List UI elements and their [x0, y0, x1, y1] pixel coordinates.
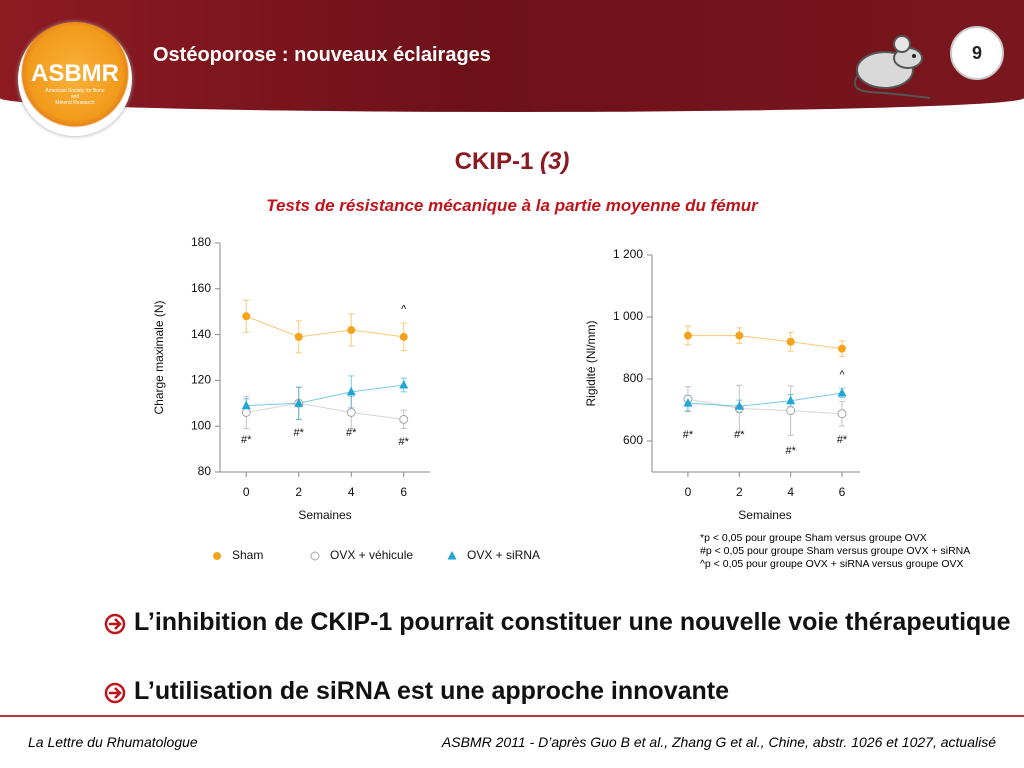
marker — [786, 406, 796, 416]
annotation: ^ — [839, 369, 845, 381]
x-tick-label: 0 — [243, 485, 250, 499]
annotation: #* — [399, 436, 410, 448]
logo-subtitle: and — [70, 94, 80, 100]
annotation: #* — [837, 434, 848, 446]
y-tick-label: 1 200 — [613, 247, 643, 261]
marker — [346, 407, 356, 417]
page-number: 9 — [950, 26, 1004, 80]
series-line — [246, 315, 404, 338]
header-band — [0, 0, 1024, 112]
logo-subtitle: American Society for Bone — [45, 88, 105, 94]
marker — [837, 409, 847, 419]
marker — [838, 344, 847, 353]
y-tick-label: 100 — [191, 418, 211, 432]
y-tick-label: 800 — [623, 371, 643, 385]
series-line — [687, 392, 843, 407]
title-text: CKIP-1 — [454, 148, 534, 175]
marker — [786, 395, 796, 405]
footnote: ^p < 0,05 pour groupe OVX + siRNA versus… — [700, 558, 964, 570]
marker — [347, 326, 356, 335]
marker — [683, 398, 693, 407]
bullet-icon — [104, 682, 126, 704]
marker — [735, 331, 744, 340]
x-tick-label: 4 — [787, 485, 794, 499]
marker — [399, 414, 409, 424]
annotation: #* — [294, 427, 305, 439]
series-line — [687, 335, 843, 350]
bullet-icon — [104, 613, 126, 635]
y-tick-label: 120 — [191, 373, 211, 387]
mouse-icon — [854, 35, 931, 99]
annotation: #* — [785, 445, 796, 457]
title-ref: (3) — [540, 148, 570, 175]
footer-left: La Lettre du Rhumatologue — [28, 734, 198, 750]
x-tick-label: 2 — [736, 485, 743, 499]
x-tick-label: 4 — [348, 485, 355, 499]
bullet-text: L’inhibition de CKIP-1 pourrait constitu… — [134, 608, 1011, 636]
y-tick-label: 180 — [191, 235, 211, 249]
x-tick-label: 6 — [400, 485, 407, 499]
legend-label: Sham — [232, 548, 263, 562]
legend-label: OVX + siRNA — [467, 548, 540, 562]
y-tick-label: 600 — [623, 433, 643, 447]
footnote: #p < 0,05 pour groupe Sham versus groupe… — [700, 545, 971, 557]
y-tick-label: 80 — [198, 464, 212, 478]
logo: ASBMR American Society for Bone and Mine… — [18, 22, 132, 136]
legend-label: OVX + véhicule — [330, 548, 413, 562]
legend-marker — [447, 551, 457, 560]
header-title: Ostéoporose : nouveaux éclairages — [153, 44, 491, 66]
marker — [837, 387, 847, 397]
bullet-text: L’utilisation de siRNA est une approche … — [134, 677, 729, 705]
x-tick-label: 0 — [685, 485, 692, 499]
series-line — [687, 398, 843, 415]
marker — [683, 331, 692, 340]
annotation: #* — [734, 429, 745, 441]
x-axis-title: Semaines — [298, 508, 351, 522]
marker — [241, 400, 251, 410]
marker — [294, 332, 303, 341]
series-line — [246, 402, 404, 420]
y-tick-label: 1 000 — [613, 309, 643, 323]
marker — [294, 398, 304, 407]
footnotes: *p < 0,05 pour groupe Sham versus groupe… — [700, 532, 970, 571]
logo-name: ASBMR — [31, 60, 119, 87]
marker — [786, 337, 795, 346]
bullet: L’inhibition de CKIP-1 pourrait constitu… — [104, 607, 1014, 637]
annotation: #* — [683, 429, 694, 441]
slide-title: CKIP-1 (3) — [0, 148, 1024, 176]
y-tick-label: 160 — [191, 281, 211, 295]
marker — [242, 312, 251, 321]
annotation: #* — [241, 434, 252, 446]
marker — [241, 407, 251, 417]
slide-subtitle: Tests de résistance mécanique à la parti… — [266, 196, 758, 215]
logo-subtitle: Mineral Research — [55, 100, 95, 106]
legend-marker — [213, 552, 221, 560]
marker — [399, 332, 408, 341]
legend-marker — [310, 551, 320, 561]
bullet: L’utilisation de siRNA est une approche … — [104, 676, 1014, 706]
marker — [346, 386, 356, 396]
x-tick-label: 6 — [839, 485, 846, 499]
y-axis-title: Rigidité (Nl/mm) — [584, 320, 598, 406]
footnote: *p < 0,05 pour groupe Sham versus groupe… — [700, 532, 927, 544]
charts: 80 100 120 140 160 180 0 2 4 6 Semaines Charge maxi… — [152, 235, 860, 562]
footer-line — [0, 715, 1024, 717]
x-tick-label: 2 — [295, 485, 302, 499]
y-axis-title: Charge maximale (N) — [152, 300, 166, 414]
x-axis-title: Semaines — [738, 508, 791, 522]
footer-right: ASBMR 2011 - D’après Guo B et al., Zhang… — [441, 734, 996, 750]
annotation: ^ — [401, 303, 407, 315]
marker — [734, 401, 744, 410]
annotation: #* — [346, 427, 357, 439]
marker — [399, 379, 409, 389]
series-line — [246, 384, 404, 407]
y-tick-label: 140 — [191, 327, 211, 341]
